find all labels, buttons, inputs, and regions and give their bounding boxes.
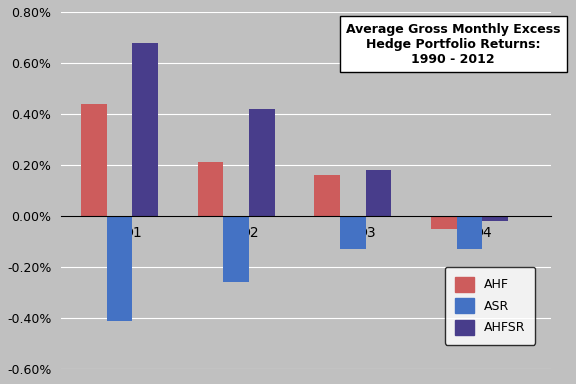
Bar <box>107 216 132 321</box>
Text: Average Gross Monthly Excess
Hedge Portfolio Returns:
1990 - 2012: Average Gross Monthly Excess Hedge Portf… <box>346 23 560 66</box>
Bar <box>366 170 391 216</box>
Bar <box>223 216 249 282</box>
Bar <box>249 109 275 216</box>
Bar <box>198 162 223 216</box>
Legend: AHF, ASR, AHFSR: AHF, ASR, AHFSR <box>445 267 535 345</box>
Bar <box>132 43 158 216</box>
Bar <box>314 175 340 216</box>
Bar <box>482 216 508 221</box>
Bar <box>457 216 482 249</box>
Bar <box>431 216 457 229</box>
Bar <box>81 104 107 216</box>
Bar <box>340 216 366 249</box>
